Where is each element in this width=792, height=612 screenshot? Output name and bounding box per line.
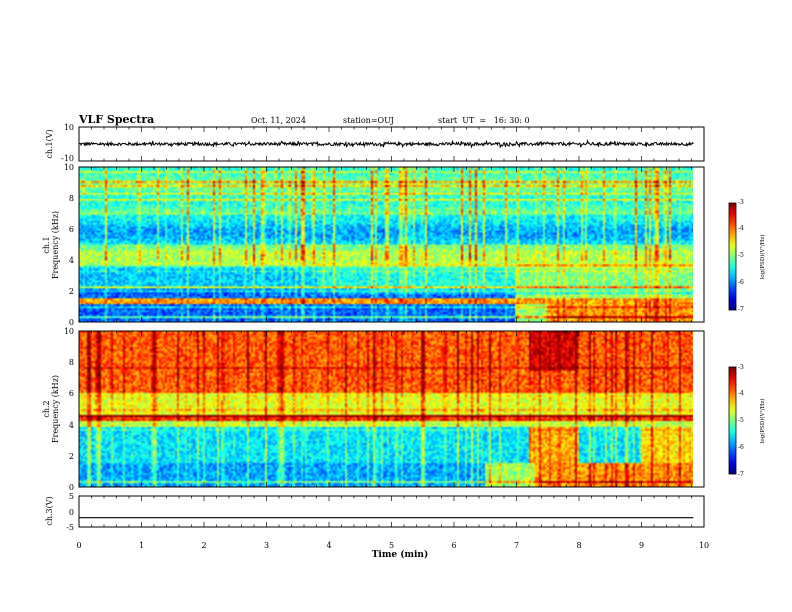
- x-tick-label: 0: [76, 541, 81, 550]
- ch1-spectrogram-panel: 0 2 4 6 8 10 ch.1 Frequency (kHz) -3 -4 …: [42, 163, 766, 327]
- station-label: station=OUJ: [343, 116, 394, 125]
- ch1-colorbar-frame: [728, 202, 737, 311]
- ch1-spectrogram-ylabel: Frequency (kHz): [51, 211, 60, 279]
- ch1-spectrogram-ylabel-top: ch.1: [42, 236, 51, 253]
- ch1-freq-tick-label: 0: [69, 318, 74, 327]
- ch1-waveform-ylabel: ch.1(V): [45, 129, 54, 158]
- ch1-ytick-label: 10: [64, 123, 74, 132]
- figure-title: VLF Spectra: [78, 113, 154, 126]
- x-tick-label: 10: [699, 541, 709, 550]
- ch1-colorbar-tick: -3: [738, 199, 744, 206]
- ch1-colorbar-tick: -7: [738, 306, 744, 313]
- ch1-colorbar-tick: -6: [738, 279, 744, 286]
- ch1-freq-tick-label: 2: [69, 287, 74, 296]
- ch3-waveform-ticks: [78, 496, 705, 527]
- start-time-label: start UT = 16: 30: 0: [438, 116, 530, 125]
- ch2-spectrogram-ticks: [78, 331, 705, 487]
- ch1-freq-tick-label: 8: [69, 194, 74, 203]
- x-tick-label: 3: [264, 541, 269, 550]
- ch2-freq-tick-label: 6: [69, 389, 74, 398]
- x-tick-label: 6: [451, 541, 456, 550]
- ch1-colorbar-label: log(PSD)(V²/Hz): [759, 235, 766, 280]
- ch2-colorbar-tick: -7: [738, 471, 744, 478]
- x-tick-labels: 0 1 2 3 4 5 6 7 8 9 10: [76, 541, 709, 550]
- ch2-colorbar-label: log(PSD)(V²/Hz): [759, 399, 766, 444]
- ch1-waveform-panel: 10 -10 ch.1(V): [45, 123, 705, 163]
- ch2-colorbar: [729, 367, 736, 474]
- ch2-freq-tick-label: 4: [69, 421, 74, 430]
- ch1-spectrogram-ticks: [78, 167, 705, 322]
- ch2-freq-tick-label: 0: [69, 483, 74, 492]
- x-tick-label: 4: [326, 541, 331, 550]
- x-tick-label: 9: [639, 541, 644, 550]
- ch1-ytick-label: -10: [61, 154, 74, 163]
- ch2-colorbar-tick: -6: [738, 444, 744, 451]
- ch2-freq-tick-label: 2: [69, 452, 74, 461]
- ch2-spectrogram-ylabel: Frequency (kHz): [51, 375, 60, 443]
- ch1-spectrogram-image: [79, 167, 693, 322]
- ch2-spectrogram-panel: 0 2 4 6 8 10 ch.2 Frequency (kHz) -3 -4 …: [42, 327, 766, 492]
- ch1-freq-tick-label: 4: [69, 256, 74, 265]
- x-tick-label: 8: [576, 541, 581, 550]
- ch1-waveform-ticks: [78, 127, 705, 161]
- ch2-colorbar-frame: [728, 366, 737, 475]
- ch3-ytick-label: 5: [69, 492, 74, 501]
- ch3-waveform-ylabel: ch.3(V): [45, 496, 54, 525]
- x-tick-label: 7: [514, 541, 519, 550]
- ch3-waveform-panel: 5 0 -5 ch.3(V): [45, 492, 705, 532]
- ch2-spectrogram-ylabel-top: ch.2: [42, 400, 51, 417]
- ch1-colorbar-tick: -4: [738, 225, 744, 232]
- ch1-colorbar: [729, 203, 736, 310]
- x-axis-label: Time (min): [372, 549, 429, 560]
- ch1-colorbar-tick: -5: [738, 252, 744, 259]
- ch2-freq-tick-label: 10: [64, 327, 74, 336]
- ch2-colorbar-tick: -3: [738, 364, 744, 371]
- x-tick-label: 2: [201, 541, 206, 550]
- ch2-colorbar-tick: -4: [738, 390, 744, 397]
- ch1-freq-tick-label: 10: [64, 163, 74, 172]
- x-tick-label: 5: [389, 541, 394, 550]
- date-label: Oct. 11, 2024: [251, 116, 306, 125]
- ch3-ytick-label: 0: [69, 508, 74, 517]
- ch1-waveform-trace: [78, 139, 694, 149]
- ch2-colorbar-tick: -5: [738, 417, 744, 424]
- x-tick-label: 1: [139, 541, 144, 550]
- ch2-freq-tick-label: 8: [69, 358, 74, 367]
- ch2-spectrogram-image: [79, 331, 693, 487]
- ch3-ytick-label: -5: [66, 523, 74, 532]
- ch1-freq-tick-label: 6: [69, 225, 74, 234]
